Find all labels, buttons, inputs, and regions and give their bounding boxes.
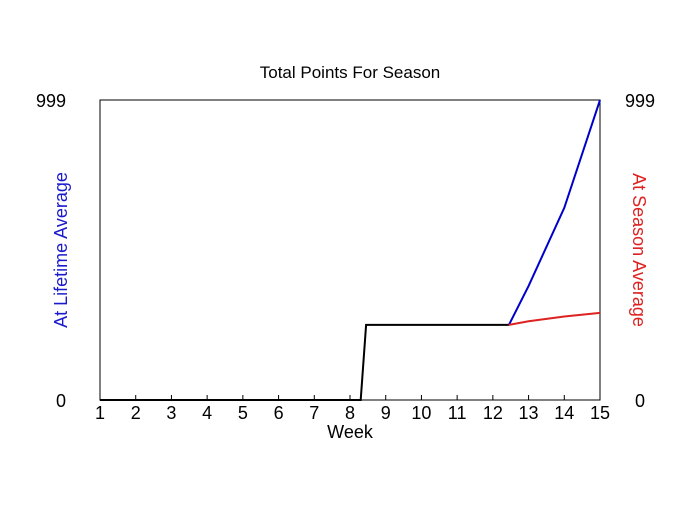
- left-y-tick-label: 0: [56, 391, 66, 411]
- left-y-tick-label: 999: [36, 91, 66, 111]
- plot-frame: [99, 99, 601, 401]
- x-tick-label: 12: [483, 403, 503, 423]
- right-y-tick-label: 999: [625, 91, 655, 111]
- x-tick-label: 8: [345, 403, 355, 423]
- x-axis-ticks: 1 2 3 4 5 6 7 8 9 10 11 12 13 14 15: [95, 395, 610, 423]
- chart-title: Total Points For Season: [260, 63, 440, 82]
- x-tick-label: 14: [554, 403, 574, 423]
- x-tick-label: 6: [274, 403, 284, 423]
- x-axis-label: Week: [327, 422, 374, 442]
- right-axis-label: At Season Average: [629, 173, 649, 327]
- series-line-2: [508, 311, 601, 326]
- x-tick-label: 5: [238, 403, 248, 423]
- series-layer: [100, 99, 601, 401]
- x-tick-label: 3: [166, 403, 176, 423]
- x-tick-label: 2: [131, 403, 141, 423]
- x-tick-label: 9: [381, 403, 391, 423]
- x-tick-label: 10: [411, 403, 431, 423]
- right-y-tick-label: 0: [635, 391, 645, 411]
- x-tick-label: 11: [448, 403, 467, 423]
- series-line-0: [100, 323, 509, 401]
- x-tick-label: 15: [590, 403, 610, 423]
- left-axis-label: At Lifetime Average: [51, 172, 71, 328]
- x-tick-label: 1: [95, 403, 105, 423]
- x-tick-label: 13: [519, 403, 539, 423]
- series-line-1: [508, 99, 601, 326]
- y-axis-ticks: 0 999 0 999: [36, 91, 655, 411]
- x-tick-label: 4: [202, 403, 212, 423]
- x-tick-label: 7: [309, 403, 319, 423]
